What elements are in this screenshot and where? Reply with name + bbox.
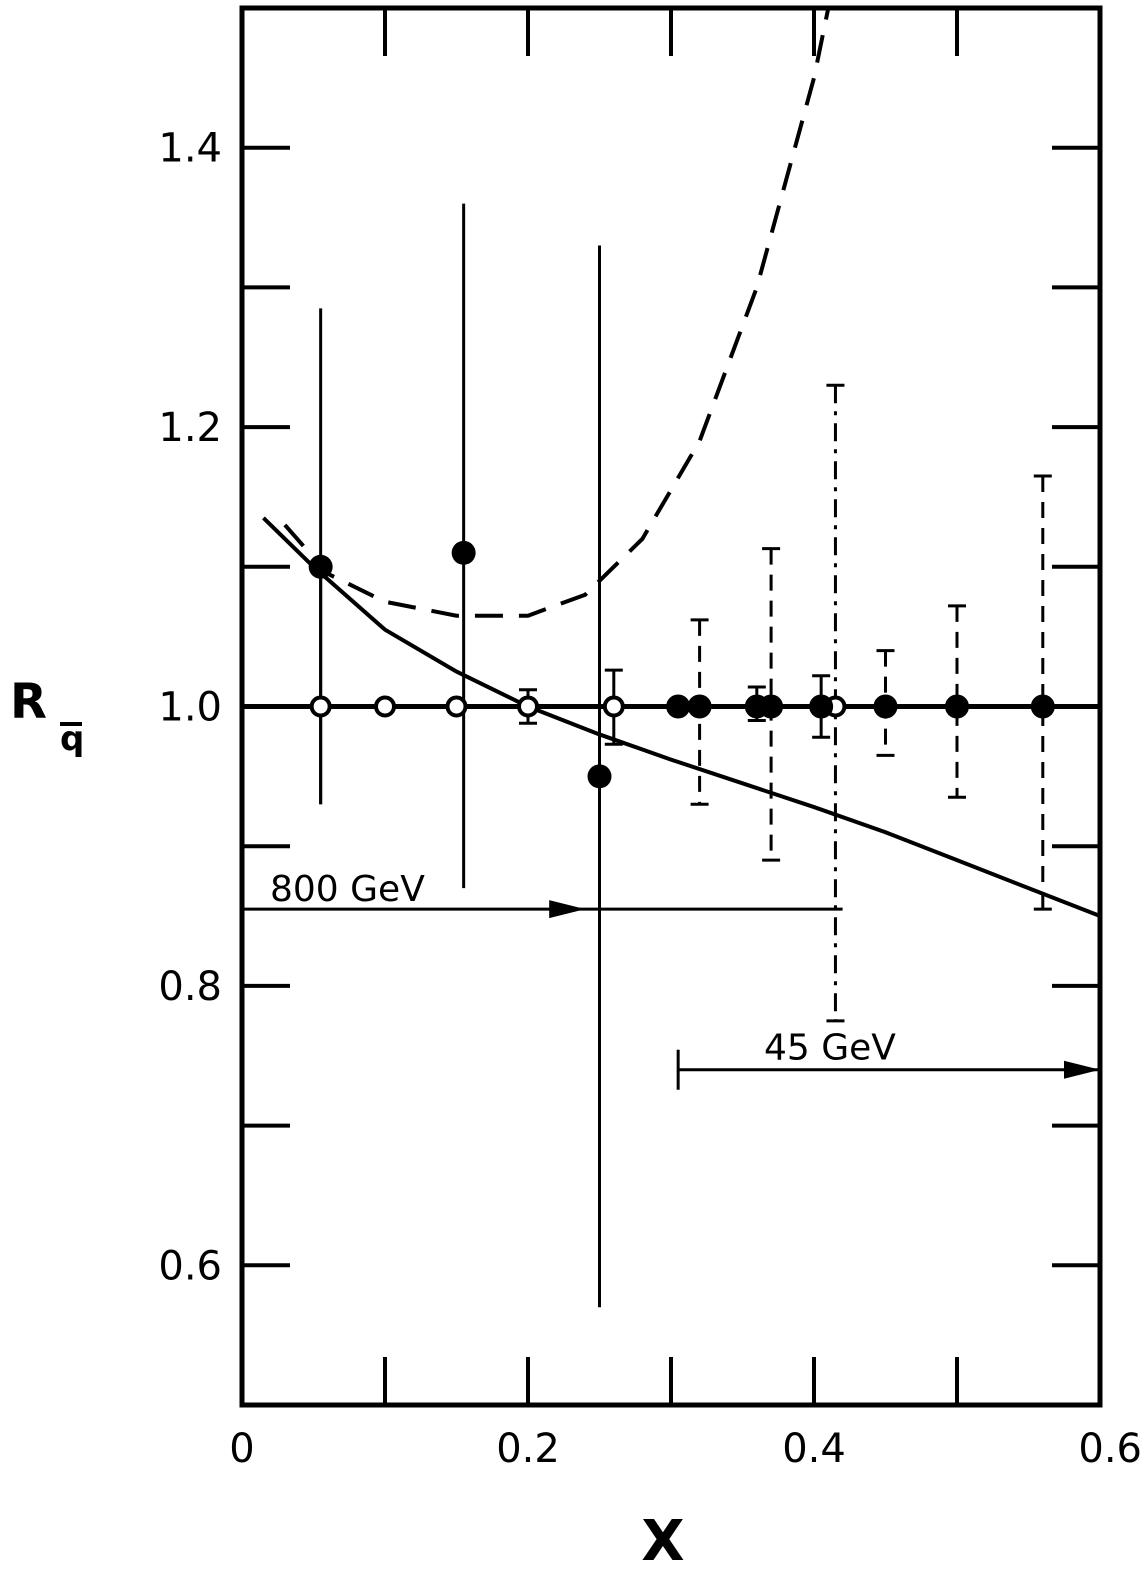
dashed-curve bbox=[283, 7, 831, 618]
filled-circle-point bbox=[666, 694, 691, 719]
open-circle-point bbox=[517, 695, 539, 718]
solid-curve bbox=[262, 516, 1101, 918]
filled-circle-point bbox=[1030, 694, 1055, 719]
error-bars bbox=[319, 203, 1052, 1308]
tick-labels: 0 0.2 0.4 0.6 0.6 0.8 1.0 1.2 1.4 bbox=[158, 126, 1142, 1472]
filled-circle-point bbox=[687, 694, 712, 719]
arrow-head bbox=[549, 900, 586, 919]
x-tick-label: 0.4 bbox=[782, 1426, 846, 1472]
y-tick-label: 0.8 bbox=[158, 964, 222, 1010]
open-circle-point bbox=[309, 695, 332, 718]
open-circle-point bbox=[602, 695, 625, 718]
y-axis-title: R q bbox=[10, 674, 84, 759]
x-axis-title: X bbox=[641, 1509, 684, 1570]
y-tick-label: 1.4 bbox=[158, 126, 222, 172]
y-tick-label: 0.6 bbox=[158, 1243, 222, 1289]
energy-arrows: 800 GeV 45 GeV bbox=[242, 869, 1100, 1090]
y-axis-title-main: R bbox=[10, 674, 47, 730]
data-points bbox=[308, 540, 1055, 789]
filled-circle-point bbox=[809, 694, 834, 719]
y-tick-label: 1.0 bbox=[158, 685, 222, 731]
filled-circle-point bbox=[308, 554, 333, 579]
arrow-head bbox=[1064, 1060, 1100, 1079]
plot-frame bbox=[239, 5, 1103, 1408]
filled-circle-point bbox=[759, 694, 784, 719]
open-circle-point bbox=[445, 695, 468, 718]
curves bbox=[262, 7, 1101, 918]
filled-circle-point bbox=[451, 540, 476, 565]
x-tick-label: 0.2 bbox=[496, 1426, 560, 1472]
arrow-label: 45 GeV bbox=[764, 1028, 896, 1069]
arrow-label: 800 GeV bbox=[270, 869, 425, 910]
open-circle-point bbox=[374, 695, 396, 718]
filled-circle-point bbox=[587, 764, 612, 789]
y-tick-label: 1.2 bbox=[158, 405, 222, 451]
filled-circle-point bbox=[945, 694, 969, 719]
filled-circle-point bbox=[873, 694, 898, 719]
x-tick-label: 0.6 bbox=[1078, 1426, 1142, 1472]
x-tick-label: 0 bbox=[229, 1426, 254, 1472]
